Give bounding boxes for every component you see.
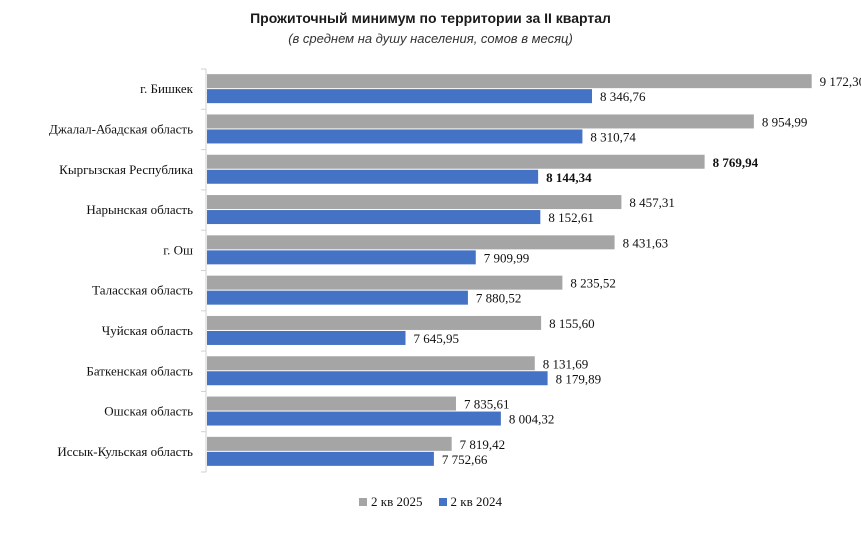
category-label: Нарынская область xyxy=(86,202,193,217)
bar-2025 xyxy=(207,436,452,451)
category-label: Иссык-Кульская область xyxy=(57,444,193,459)
bar-2025 xyxy=(207,356,535,371)
legend-item-2024: 2 кв 2024 xyxy=(438,494,502,510)
legend-label-2024: 2 кв 2024 xyxy=(450,494,502,509)
data-label-2025: 8 769,94 xyxy=(713,155,759,170)
legend: 2 кв 2025 2 кв 2024 xyxy=(0,494,861,510)
bar-2024 xyxy=(207,371,548,386)
bar-2024 xyxy=(207,129,583,144)
data-label-2024: 7 645,95 xyxy=(414,331,460,346)
bar-2025 xyxy=(207,154,705,169)
bar-2024 xyxy=(207,330,406,345)
data-label-2024: 8 179,89 xyxy=(556,371,602,386)
bar-2024 xyxy=(207,250,476,265)
bar-2024 xyxy=(207,411,501,426)
data-label-2024: 7 909,99 xyxy=(484,250,530,265)
data-label-2025: 7 835,61 xyxy=(464,397,510,412)
bar-2025 xyxy=(207,235,615,250)
chart-title: Прожиточный минимум по территории за II … xyxy=(250,10,611,26)
bar-2024 xyxy=(207,169,539,184)
data-label-2025: 9 172,30 xyxy=(820,74,861,89)
category-label: г. Бишкек xyxy=(140,81,194,96)
data-label-2024: 8 144,34 xyxy=(546,170,592,185)
data-label-2025: 8 431,63 xyxy=(623,235,669,250)
bar-2024 xyxy=(207,210,541,225)
category-label: Чуйская область xyxy=(102,323,193,338)
category-label: Таласская область xyxy=(92,283,193,298)
bar-2025 xyxy=(207,396,456,411)
legend-label-2025: 2 кв 2025 xyxy=(371,494,423,509)
data-label-2024: 8 152,61 xyxy=(548,210,594,225)
data-label-2025: 8 457,31 xyxy=(629,195,675,210)
data-label-2025: 8 155,60 xyxy=(549,316,595,331)
data-label-2024: 7 752,66 xyxy=(442,452,488,467)
legend-item-2025: 2 кв 2025 xyxy=(359,494,423,510)
bar-2025 xyxy=(207,315,542,330)
legend-swatch-2024 xyxy=(438,498,447,506)
chart-subtitle: (в среднем на душу населения, сомов в ме… xyxy=(288,31,573,46)
data-label-2025: 8 954,99 xyxy=(762,114,808,129)
data-label-2024: 7 880,52 xyxy=(476,291,522,306)
bar-2025 xyxy=(207,195,622,210)
data-label-2024: 8 310,74 xyxy=(590,129,636,144)
data-label-2024: 8 004,32 xyxy=(509,412,555,427)
bar-2025 xyxy=(207,275,563,290)
data-label-2025: 7 819,42 xyxy=(460,437,506,452)
bar-2025 xyxy=(207,114,754,129)
bar-2025 xyxy=(207,74,812,89)
category-label: г. Ош xyxy=(163,242,193,257)
bar-2024 xyxy=(207,451,434,466)
data-label-2024: 8 346,76 xyxy=(600,89,646,104)
category-label: Кыргызская Республика xyxy=(59,162,193,177)
data-label-2025: 8 235,52 xyxy=(570,276,616,291)
data-label-2025: 8 131,69 xyxy=(543,356,589,371)
bar-2024 xyxy=(207,89,592,104)
category-label: Джалал-Абадская область xyxy=(49,121,193,136)
legend-swatch-2025 xyxy=(359,498,368,506)
category-label: Баткенская область xyxy=(86,363,193,378)
category-label: Ошская область xyxy=(104,404,193,419)
bar-2024 xyxy=(207,290,468,305)
